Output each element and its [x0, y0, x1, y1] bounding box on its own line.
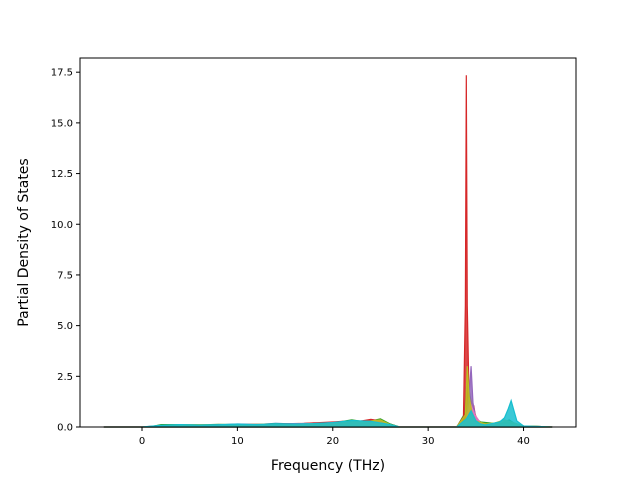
y-tick-label: 10.0	[51, 220, 73, 231]
x-ticks: 0 10 20 30 40	[139, 427, 530, 447]
x-tick-label: 30	[422, 436, 435, 447]
x-axis-label: Frequency (THz)	[271, 458, 385, 474]
series-area-6	[103, 366, 553, 428]
axes-frame	[79, 57, 577, 428]
y-tick-label: 7.5	[57, 270, 73, 281]
y-tick-label: 5.0	[57, 321, 73, 332]
series-area-2	[103, 390, 553, 428]
series-area-0	[103, 386, 553, 428]
x-tick-label: 40	[517, 436, 530, 447]
y-tick-label: 2.5	[57, 372, 73, 383]
y-tick-label: 15.0	[51, 118, 73, 129]
series-area-3	[103, 75, 553, 428]
x-tick-label: 20	[326, 436, 339, 447]
y-tick-label: 0.0	[57, 423, 73, 434]
x-tick-label: 10	[231, 436, 244, 447]
y-tick-label: 17.5	[51, 68, 73, 79]
y-tick-label: 12.5	[51, 169, 73, 180]
series-layer	[103, 75, 553, 428]
series-area-4	[103, 366, 553, 428]
series-area-1	[103, 374, 553, 428]
x-tick-label: 0	[139, 436, 145, 447]
y-ticks: 0.0 2.5 5.0 7.5 10.0 12.5 15.0 17.5	[51, 68, 80, 434]
y-axis-label: Partial Density of States	[16, 158, 32, 326]
